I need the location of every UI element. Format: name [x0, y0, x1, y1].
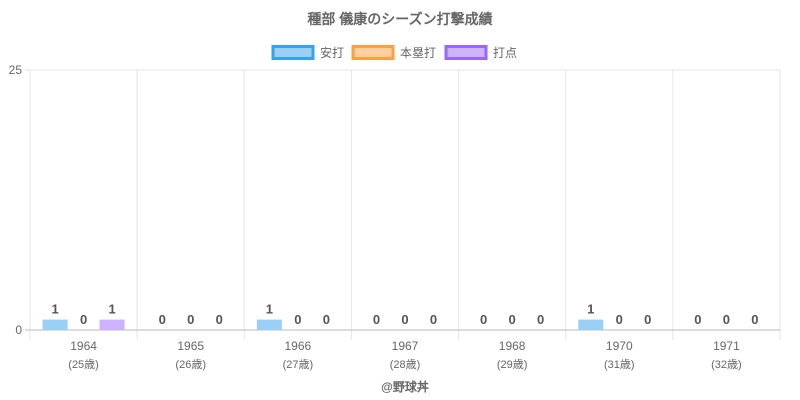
x-tick-label: 1965 [177, 339, 204, 353]
data-label: 1 [266, 302, 273, 317]
legend-swatch-2[interactable] [444, 45, 488, 60]
data-label: 0 [537, 312, 544, 327]
bar-安打-1970 [578, 319, 604, 330]
chart-title: 種部 儀康のシーズン打撃成績 [307, 11, 492, 27]
data-label: 0 [509, 312, 516, 327]
data-label: 0 [723, 312, 730, 327]
data-label: 0 [323, 312, 330, 327]
data-label: 1 [108, 302, 115, 317]
data-label: 1 [587, 302, 594, 317]
data-label: 0 [644, 312, 651, 327]
x-tick-label: 1964 [70, 339, 97, 353]
data-label: 0 [294, 312, 301, 327]
x-tick-sublabel: (26歳) [175, 358, 206, 371]
legend-swatch-0[interactable] [271, 45, 315, 60]
legend-label-2[interactable]: 打点 [493, 46, 517, 60]
y-tick-label: 0 [15, 323, 22, 337]
x-tick-sublabel: (31歳) [604, 358, 635, 371]
data-label: 0 [480, 312, 487, 327]
legend-label-0[interactable]: 安打 [320, 45, 344, 60]
x-tick-label: 1968 [499, 339, 526, 353]
x-tick-label: 1967 [392, 339, 419, 353]
data-label: 0 [430, 312, 437, 327]
bar-安打-1964 [42, 319, 68, 330]
legend-label-1[interactable]: 本塁打 [400, 46, 436, 60]
data-label: 0 [751, 312, 758, 327]
data-label: 0 [694, 312, 701, 327]
legend-swatch-1[interactable] [351, 45, 395, 60]
data-label: 1 [51, 302, 58, 317]
data-label: 0 [616, 312, 623, 327]
data-label: 0 [401, 312, 408, 327]
x-axis: 1964 (25歳) 1965 (26歳) 1966 (27歳) 1967 (28歳) 1968… [68, 339, 741, 371]
grid [25, 69, 781, 340]
data-label: 0 [187, 312, 194, 327]
legend[interactable]: 安打 本塁打 打点 [271, 45, 517, 60]
bar-安打-1966 [256, 319, 282, 330]
x-tick-sublabel: (29歳) [497, 358, 528, 371]
x-tick-label: 1970 [606, 339, 633, 353]
x-tick-label: 1966 [285, 339, 312, 353]
x-tick-sublabel: (28歳) [390, 358, 421, 371]
y-tick-label: 25 [9, 63, 23, 77]
data-label: 0 [216, 312, 223, 327]
data-label: 0 [159, 312, 166, 327]
data-label: 0 [80, 312, 87, 327]
credit-label: @野球丼 [381, 379, 429, 394]
data-label: 0 [373, 312, 380, 327]
x-tick-sublabel: (25歳) [68, 358, 99, 371]
x-tick-sublabel: (27歳) [283, 358, 314, 371]
x-tick-label: 1971 [713, 339, 740, 353]
x-tick-sublabel: (32歳) [711, 358, 742, 371]
bars [42, 319, 604, 330]
data-labels: 1 0 1 0 0 0 1 0 0 0 0 0 0 0 0 1 0 0 0 0 0 [51, 302, 758, 327]
bar-打点-1964 [99, 319, 125, 330]
y-axis: 0 25 [9, 63, 23, 337]
